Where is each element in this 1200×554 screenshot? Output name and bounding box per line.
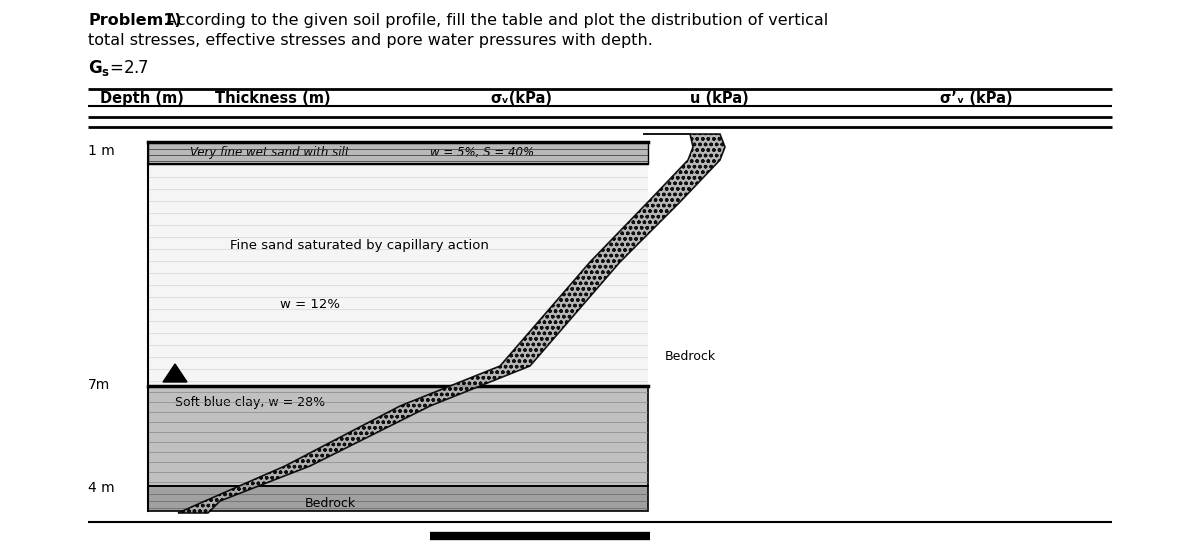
Text: σᵥ(kPa): σᵥ(kPa) [490, 91, 552, 106]
Bar [148, 386, 648, 486]
Text: Bedrock: Bedrock [665, 350, 716, 362]
Bar [148, 164, 648, 386]
Text: Problem1): Problem1) [88, 13, 181, 28]
Text: Thickness (m): Thickness (m) [215, 91, 331, 106]
Text: σ’ᵥ (kPa): σ’ᵥ (kPa) [940, 91, 1013, 106]
Text: Very fine wet sand with silt: Very fine wet sand with silt [190, 146, 349, 159]
Text: Bedrock: Bedrock [305, 497, 356, 510]
Text: u (kPa): u (kPa) [690, 91, 749, 106]
Text: Soft blue clay, w = 28%: Soft blue clay, w = 28% [175, 396, 325, 409]
Text: 4 m: 4 m [88, 481, 115, 495]
Polygon shape [178, 134, 725, 513]
Text: total stresses, effective stresses and pore water pressures with depth.: total stresses, effective stresses and p… [88, 33, 653, 48]
Bar [148, 142, 648, 164]
Text: Fine sand saturated by capillary action: Fine sand saturated by capillary action [230, 239, 488, 252]
Bar [148, 486, 648, 511]
Polygon shape [163, 364, 187, 382]
Text: According to the given soil profile, fill the table and plot the distribution of: According to the given soil profile, fil… [161, 13, 828, 28]
Text: 1 m: 1 m [88, 144, 115, 158]
Text: Depth (m): Depth (m) [100, 91, 184, 106]
Text: w = 5%, S = 40%: w = 5%, S = 40% [430, 146, 534, 159]
Text: w = 12%: w = 12% [280, 299, 340, 311]
Text: 7m: 7m [88, 378, 110, 392]
Text: $\mathbf{G_s}$=2.7: $\mathbf{G_s}$=2.7 [88, 58, 149, 78]
